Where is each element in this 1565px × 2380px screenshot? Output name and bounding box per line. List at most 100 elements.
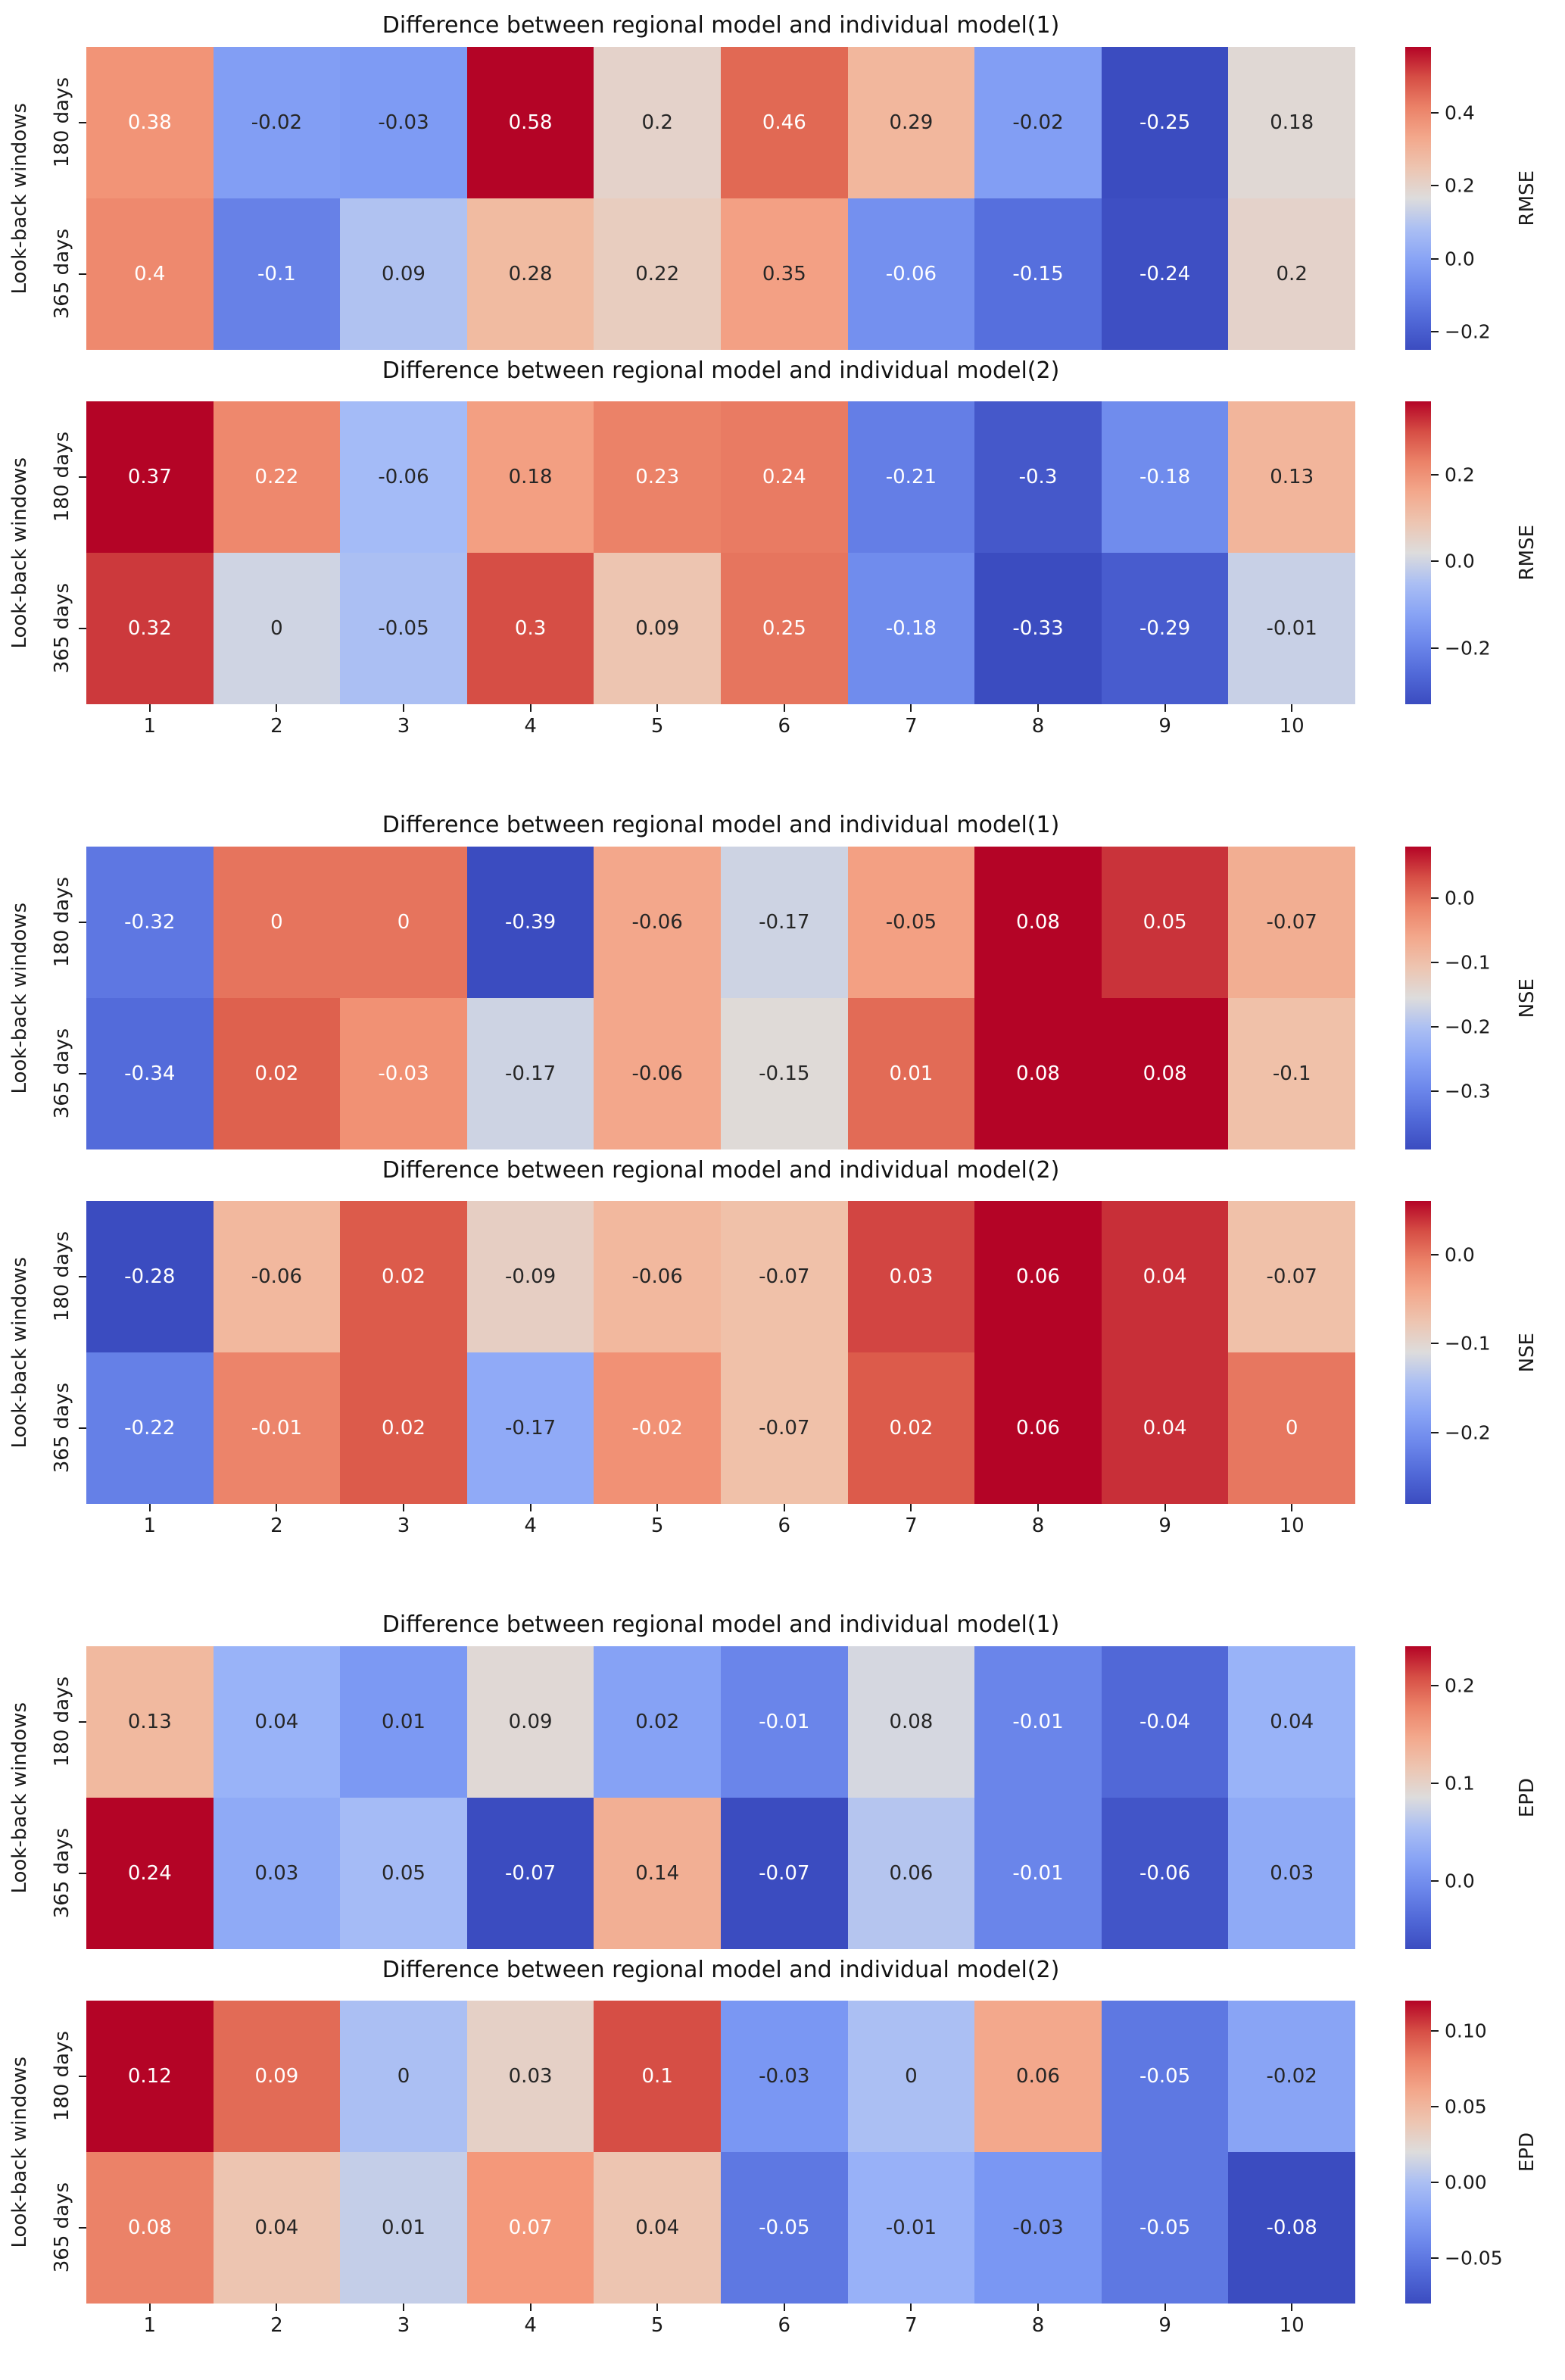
y-tick-mark <box>79 273 86 275</box>
colorbar-tick-mark <box>1431 897 1439 900</box>
heatmap-cell-r1-c0: 0.08 <box>86 2152 214 2304</box>
heatmap-main: Look-back windows 180 days 365 days 0.12 0… <box>0 2001 1565 2304</box>
heatmap-cell-r1-c0: 0.24 <box>86 1798 214 1949</box>
y-tick-label: 365 days <box>51 2182 73 2273</box>
y-tick-mark <box>79 1873 86 1874</box>
colorbar-tick-label: −0.2 <box>1445 637 1491 660</box>
x-tick-label: 5 <box>650 715 664 738</box>
colorbar-tick-mark <box>1431 111 1439 114</box>
heatmap-cell-r1-c9: -0.08 <box>1228 2152 1355 2304</box>
colorbar-label-wrap: RMSE <box>1511 47 1543 350</box>
heatmap-cell-r0-c2: 0.01 <box>340 1646 467 1798</box>
heatmap-cell-r1-c2: 0.05 <box>340 1798 467 1949</box>
x-tick-label: 2 <box>270 2314 283 2337</box>
colorbar: 0.2 0.0 −0.2 RMSE <box>1405 401 1543 704</box>
y-axis-label: Look-back windows <box>8 2056 31 2248</box>
y-axis: Look-back windows 180 days 365 days <box>0 847 86 1149</box>
y-tick: 180 days <box>39 2001 86 2152</box>
heatmap-grid: 0.12 0.09 0 0.03 0.1 -0.03 0 0.06 -0.05 -0.02 0.08… <box>86 2001 1355 2304</box>
colorbar-label: RMSE <box>1516 170 1539 226</box>
x-tick: 4 <box>467 2304 594 2337</box>
heatmap-cell-r0-c1: -0.06 <box>213 1201 341 1352</box>
x-tick-label: 7 <box>905 1514 918 1537</box>
group-rmse: Difference between regional model and in… <box>0 11 1565 738</box>
heatmap-cell-r1-c3: 0.28 <box>466 198 594 350</box>
colorbar-label: EPD <box>1516 2132 1539 2173</box>
heatmap-cell-r0-c5: 0.46 <box>721 47 848 198</box>
colorbar-tick-label: 0.2 <box>1445 1674 1475 1697</box>
x-tick: 5 <box>594 1504 721 1537</box>
colorbar-tick-label: 0.2 <box>1445 463 1475 486</box>
heatmap-cell-r0-c3: 0.09 <box>466 1646 594 1798</box>
heatmap-block-rmse-1: Difference between regional model and in… <box>0 11 1565 350</box>
heatmap-cell-r0-c9: 0.04 <box>1228 1646 1355 1798</box>
y-tick-label: 365 days <box>51 229 73 320</box>
y-tick-labels: 180 days 365 days <box>39 1201 86 1504</box>
y-tick-mark <box>79 1276 86 1277</box>
heatmap-cell-r1-c1: -0.01 <box>213 1352 341 1504</box>
y-tick: 365 days <box>39 1798 86 1949</box>
heatmap-cell-r0-c2: 0 <box>340 2001 467 2152</box>
x-tick-mark <box>783 704 785 712</box>
heatmap-cell-r1-c1: 0.04 <box>213 2152 341 2304</box>
heatmap-cell-r0-c6: 0.08 <box>847 1646 975 1798</box>
chart-title: Difference between regional model and in… <box>382 357 1060 384</box>
y-tick-label: 180 days <box>51 432 73 522</box>
colorbar-ticks: 0.10 0.05 0.00 −0.05 <box>1431 2001 1511 2304</box>
x-tick-mark <box>1037 1504 1039 1511</box>
colorbar-label-wrap: NSE <box>1511 1201 1543 1504</box>
heatmap-cell-r0-c1: 0.04 <box>213 1646 341 1798</box>
heatmap-cell-r1-c1: 0.02 <box>213 998 341 1149</box>
colorbar-tick-mark <box>1431 2257 1439 2259</box>
x-tick: 3 <box>340 1504 467 1537</box>
x-tick-mark <box>1037 704 1039 712</box>
x-tick: 8 <box>974 1504 1102 1537</box>
y-tick-mark <box>79 476 86 478</box>
heatmap-cell-r0-c0: -0.32 <box>86 847 214 998</box>
colorbar-tick-mark <box>1431 1431 1439 1433</box>
y-tick-label: 365 days <box>51 583 73 674</box>
heatmap-cell-r1-c2: -0.05 <box>340 553 467 704</box>
x-tick-mark <box>1291 2304 1293 2311</box>
x-tick-label: 7 <box>905 715 918 738</box>
heatmap-cell-r0-c9: 0.13 <box>1228 401 1355 553</box>
heatmap-cell-r0-c8: 0.05 <box>1101 847 1229 998</box>
heatmap-cell-r0-c6: 0 <box>847 2001 975 2152</box>
x-tick: 5 <box>594 2304 721 2337</box>
heatmap-cell-r0-c9: -0.02 <box>1228 2001 1355 2152</box>
x-tick-label: 4 <box>524 1514 537 1537</box>
colorbar: 0.0 −0.1 −0.2 −0.3 NSE <box>1405 847 1543 1149</box>
heatmap-main: Look-back windows 180 days 365 days 0.38-… <box>0 47 1565 350</box>
y-axis: Look-back windows 180 days 365 days <box>0 1201 86 1504</box>
heatmap-cell-r1-c5: -0.15 <box>721 998 848 1149</box>
colorbar: 0.0 −0.1 −0.2 NSE <box>1405 1201 1543 1504</box>
heatmap-cell-r1-c3: -0.17 <box>466 998 594 1149</box>
heatmap-cell-r0-c0: 0.12 <box>86 2001 214 2152</box>
heatmap-cell-r0-c3: 0.58 <box>466 47 594 198</box>
x-tick-label: 8 <box>1031 715 1045 738</box>
y-tick: 365 days <box>39 2152 86 2304</box>
y-axis-label-wrap: Look-back windows <box>0 47 39 350</box>
x-tick-mark <box>276 2304 278 2311</box>
colorbar-tick-label: 0.2 <box>1445 174 1475 197</box>
x-tick: 7 <box>848 2304 975 2337</box>
heatmap-block-nse-1: Difference between regional model and in… <box>0 810 1565 1149</box>
colorbar-label: EPD <box>1516 1777 1539 1818</box>
x-tick: 6 <box>721 704 848 738</box>
colorbar: 0.4 0.2 0.0 −0.2 RMSE <box>1405 47 1543 350</box>
x-tick: 10 <box>1228 704 1355 738</box>
x-tick-label: 3 <box>397 1514 410 1537</box>
x-tick-mark <box>1164 2304 1166 2311</box>
colorbar-gradient <box>1405 847 1431 1149</box>
y-tick-label: 180 days <box>51 2031 73 2122</box>
heatmap-cell-r1-c6: 0.01 <box>847 998 975 1149</box>
colorbar-tick-label: 0.1 <box>1445 1772 1475 1795</box>
heatmap-block-nse-2: Difference between regional model and in… <box>0 1156 1565 1537</box>
x-tick: 10 <box>1228 1504 1355 1537</box>
heatmap-cell-r0-c7: -0.01 <box>974 1646 1102 1798</box>
colorbar-tick-label: 0.0 <box>1445 1870 1475 1892</box>
colorbar-tick-label: 0.0 <box>1445 248 1475 270</box>
colorbar-tick-mark <box>1431 2030 1439 2032</box>
heatmap-grid: -0.32 0 0 -0.39 -0.06 -0.17 -0.05 0.08 0.05 -0.07… <box>86 847 1355 1149</box>
heatmap-cell-r1-c4: 0.14 <box>594 1798 721 1949</box>
